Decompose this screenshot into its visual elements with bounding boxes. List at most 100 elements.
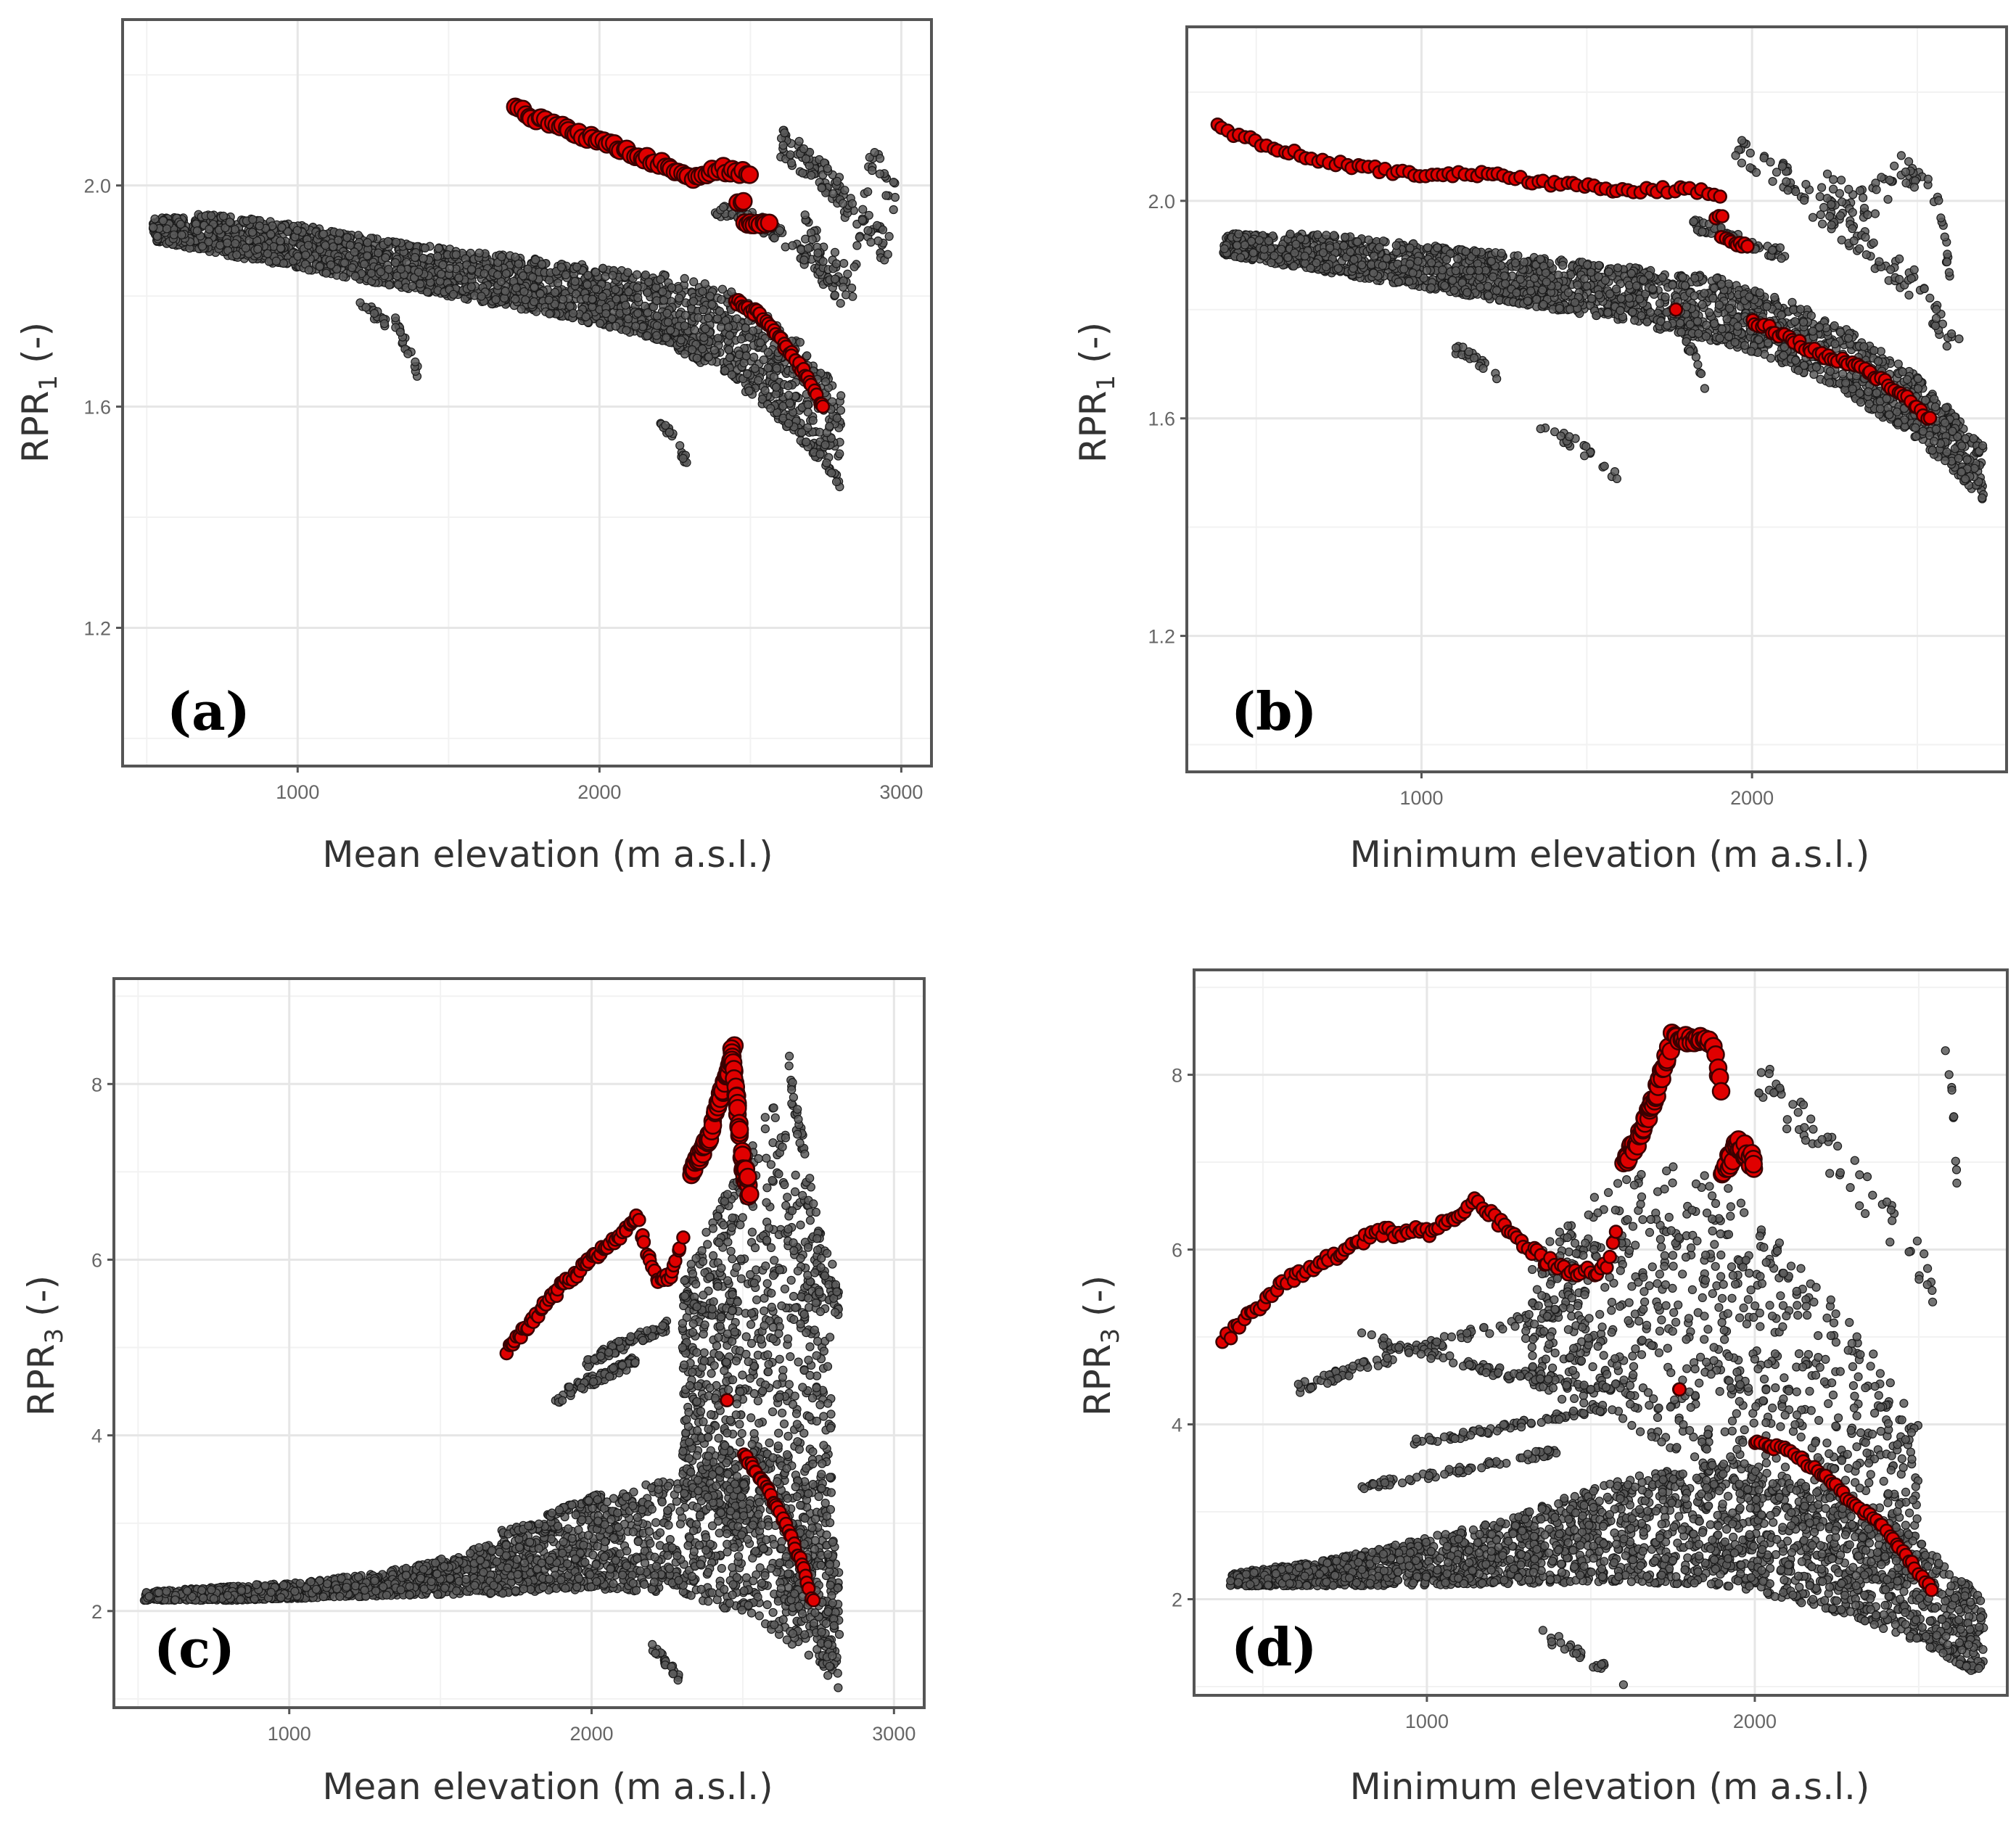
a-point: [621, 300, 630, 310]
a-point: [381, 253, 390, 263]
b-point: [1461, 247, 1470, 256]
panel-a-ylabel-suffix: (-): [15, 322, 57, 375]
a-point: [699, 333, 709, 342]
b-point: [1848, 384, 1857, 394]
a-point: [744, 386, 754, 395]
a-point: [598, 292, 607, 301]
a-highlight-point: [815, 399, 831, 414]
panel-a-label: (a): [167, 680, 250, 742]
a-point: [612, 295, 621, 304]
a-point: [674, 293, 684, 303]
b-point: [1658, 273, 1667, 282]
a-point: [763, 363, 773, 373]
a-point: [393, 280, 403, 289]
a-point: [411, 357, 420, 366]
a-point: [884, 231, 894, 241]
a-point: [798, 168, 807, 178]
a-point: [491, 295, 501, 305]
a-point: [797, 245, 806, 255]
b-point: [1283, 252, 1293, 263]
a-point: [823, 164, 832, 173]
a-point: [736, 334, 746, 344]
a-point: [432, 252, 443, 261]
b-point: [1710, 283, 1719, 292]
a-point: [197, 242, 207, 251]
a-point: [692, 353, 702, 363]
a-point: [778, 141, 788, 150]
a-point: [276, 236, 285, 246]
b-point: [1724, 332, 1734, 342]
a-point: [531, 255, 540, 265]
a-point: [253, 244, 263, 254]
a-point: [847, 283, 857, 293]
a-point: [857, 215, 867, 225]
b-point: [1835, 327, 1845, 337]
a-point: [553, 279, 563, 288]
a-point: [545, 309, 554, 318]
a-point: [732, 314, 741, 324]
b-point: [1423, 243, 1433, 252]
a-point: [292, 226, 302, 235]
a-point: [830, 247, 840, 257]
b-point: [1453, 254, 1462, 263]
a-point: [873, 236, 883, 246]
b-point: [1587, 294, 1597, 303]
a-point: [808, 416, 818, 425]
a-point: [347, 263, 357, 273]
a-point: [477, 292, 486, 301]
a-point: [820, 440, 830, 450]
a-point: [788, 241, 797, 250]
a-point: [698, 287, 707, 296]
b-point: [1438, 266, 1447, 275]
a-point: [705, 292, 715, 301]
a-point: [360, 260, 369, 269]
a-point: [570, 276, 580, 286]
b-point: [1893, 359, 1903, 369]
a-point: [863, 187, 873, 197]
a-point: [335, 229, 345, 238]
a-point: [760, 386, 770, 395]
a-point: [384, 265, 393, 274]
a-point: [756, 338, 765, 347]
a-point: [718, 202, 728, 212]
a-point: [658, 287, 667, 297]
a-point: [830, 290, 840, 300]
b-point: [1573, 280, 1582, 289]
b-point: [1708, 293, 1718, 303]
a-point: [818, 257, 828, 266]
a-point: [415, 279, 425, 289]
a-point: [568, 308, 578, 318]
a-point: [662, 333, 671, 342]
b-point: [1613, 263, 1623, 273]
b-point: [1661, 292, 1670, 302]
a-point: [704, 313, 713, 323]
a-point: [757, 395, 768, 404]
a-point: [763, 347, 773, 357]
a-point: [326, 260, 336, 270]
a-point: [825, 421, 834, 431]
a-point: [815, 449, 825, 459]
a-point: [231, 239, 240, 248]
a-point: [750, 363, 760, 373]
a-point: [624, 287, 633, 297]
a-point: [795, 337, 805, 347]
b-point: [1289, 261, 1299, 271]
a-point: [390, 313, 400, 323]
b-point: [1692, 316, 1703, 326]
a-point: [225, 218, 234, 227]
b-point: [1539, 300, 1548, 309]
a-point: [528, 273, 538, 282]
a-point: [866, 237, 876, 247]
a-point: [688, 297, 699, 306]
a-point: [588, 295, 597, 304]
b-point: [1921, 395, 1930, 405]
a-point: [514, 259, 524, 268]
a-point: [643, 288, 652, 297]
a-highlight-series-2: [728, 192, 753, 213]
a-point: [221, 223, 230, 233]
a-point: [591, 268, 601, 277]
a-point: [687, 345, 697, 355]
a-point: [717, 284, 728, 294]
b-point: [1603, 308, 1613, 317]
